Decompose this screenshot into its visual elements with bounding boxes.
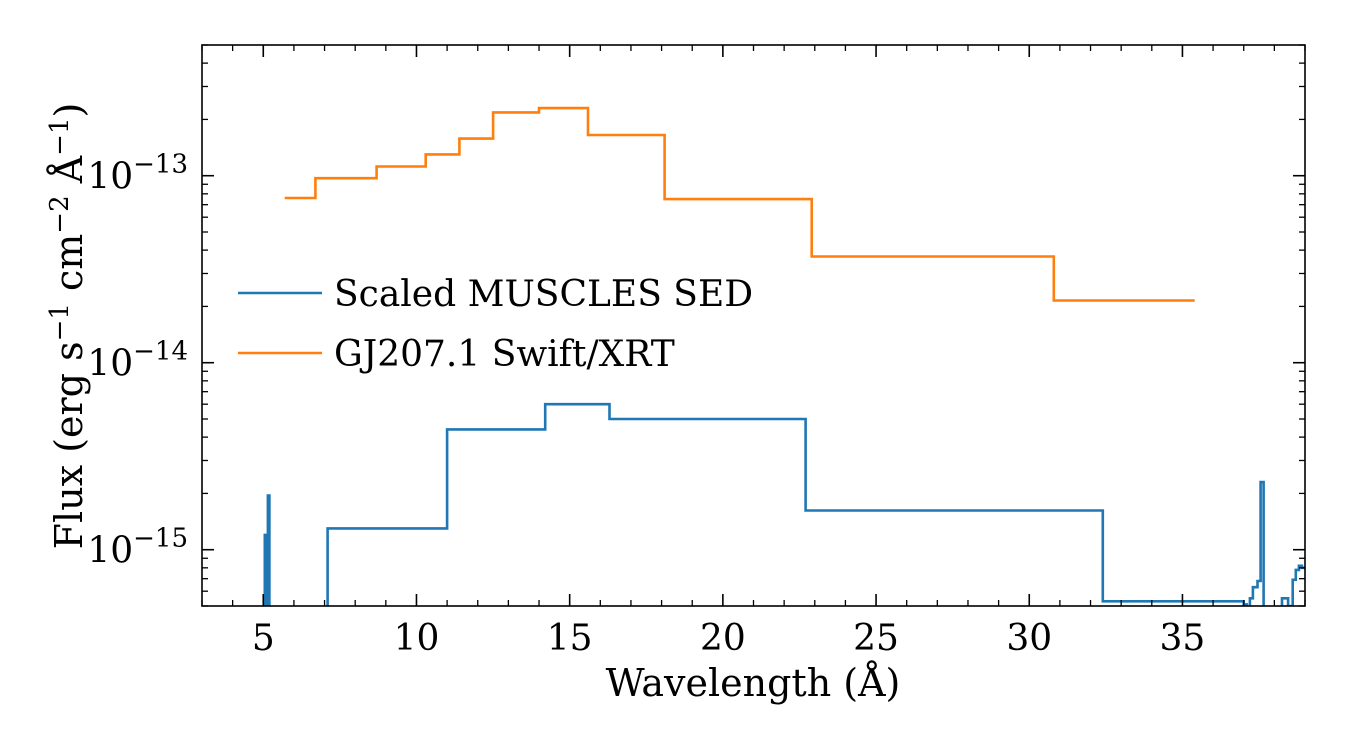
- legend: Scaled MUSCLES SED GJ207.1 Swift/XRT: [238, 274, 753, 375]
- x-tick-label: 25: [853, 618, 899, 659]
- y-tick-label: 10−14: [87, 337, 188, 385]
- legend-label-swift: GJ207.1 Swift/XRT: [334, 334, 675, 375]
- x-axis-label: Wavelength (Å): [606, 661, 901, 705]
- legend-label-muscles: Scaled MUSCLES SED: [334, 274, 753, 315]
- y-axis-label: Flux (erg s−1 cm−2 Å−1): [45, 103, 91, 550]
- x-tick-label: 35: [1160, 618, 1206, 659]
- plot-frame: [201, 44, 1306, 607]
- series-line-0: [263, 402, 1305, 606]
- series-line-1: [284, 106, 1195, 302]
- x-tick-label: 10: [394, 618, 440, 659]
- y-tick-label: 10−15: [87, 524, 188, 572]
- y-tick-label: 10−13: [87, 150, 188, 198]
- x-tick-label: 30: [1006, 618, 1052, 659]
- x-tick-label: 5: [252, 618, 275, 659]
- tick-layer: [201, 44, 1306, 607]
- x-tick-label: 15: [547, 618, 593, 659]
- series-layer: [263, 106, 1305, 606]
- tick-label-layer: 5 10 15 20 25 30 35 10−15 10−14 10−13: [87, 150, 1205, 659]
- x-tick-label: 20: [700, 618, 746, 659]
